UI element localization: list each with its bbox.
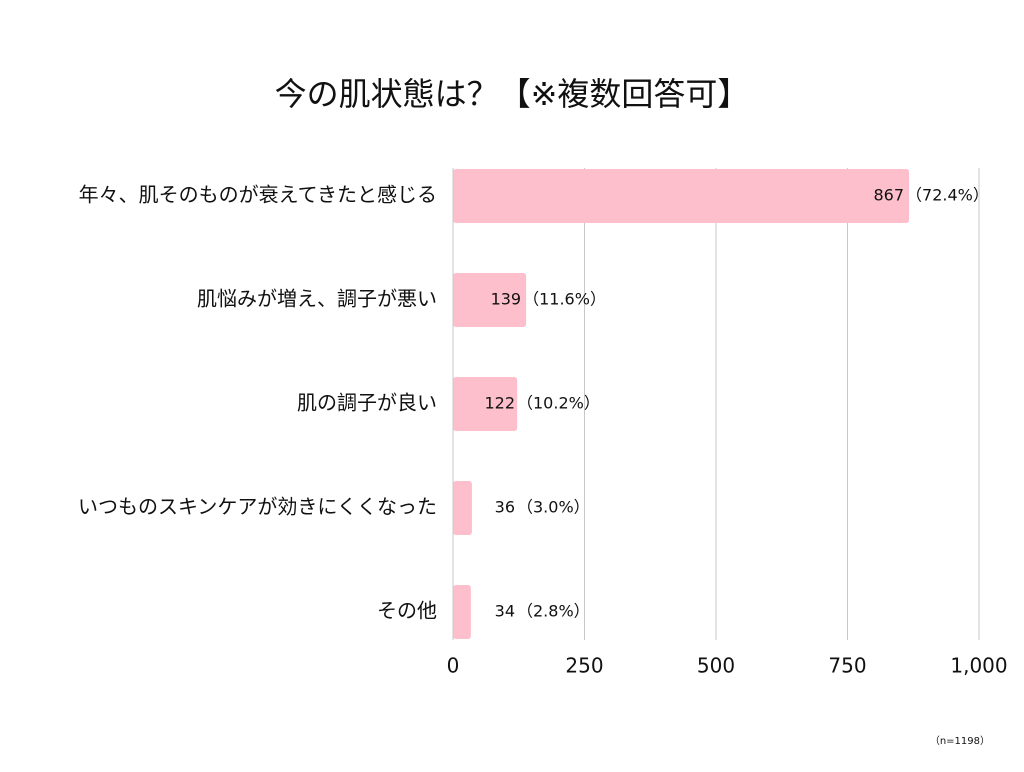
y-tick-label: いつものスキンケアが効きにくくなった (78, 495, 437, 519)
note: （n=1198） (930, 735, 990, 747)
bar (453, 585, 471, 639)
chart-title: 今の肌状態は？【※複数回答可】 (275, 75, 750, 113)
value-label: 34 (495, 602, 515, 621)
percent-label: （72.4%） (906, 186, 989, 205)
value-label: 122 (484, 394, 515, 413)
x-tick-label: 250 (565, 654, 603, 678)
x-tick-label: 1,000 (950, 654, 1007, 678)
bar (453, 273, 527, 327)
y-tick-label: その他 (377, 599, 437, 623)
y-tick-label: 肌の調子が良い (297, 391, 437, 415)
bar (453, 481, 472, 535)
x-tick-label: 500 (697, 654, 735, 678)
x-tick-label: 750 (828, 654, 866, 678)
value-label: 139 (491, 290, 522, 309)
value-label: 36 (495, 498, 515, 517)
percent-label: （10.2%） (517, 394, 600, 413)
bar (453, 169, 910, 223)
y-tick-label: 年々、肌そのものが衰えてきたと感じる (79, 183, 437, 207)
x-tick-label: 0 (447, 654, 460, 678)
value-label: 867 (873, 186, 904, 205)
y-tick-label: 肌悩みが増え、調子が悪い (197, 287, 437, 311)
percent-label: （2.8%） (517, 602, 590, 621)
percent-label: （3.0%） (517, 498, 590, 517)
percent-label: （11.6%） (523, 290, 606, 309)
bar (453, 377, 518, 431)
